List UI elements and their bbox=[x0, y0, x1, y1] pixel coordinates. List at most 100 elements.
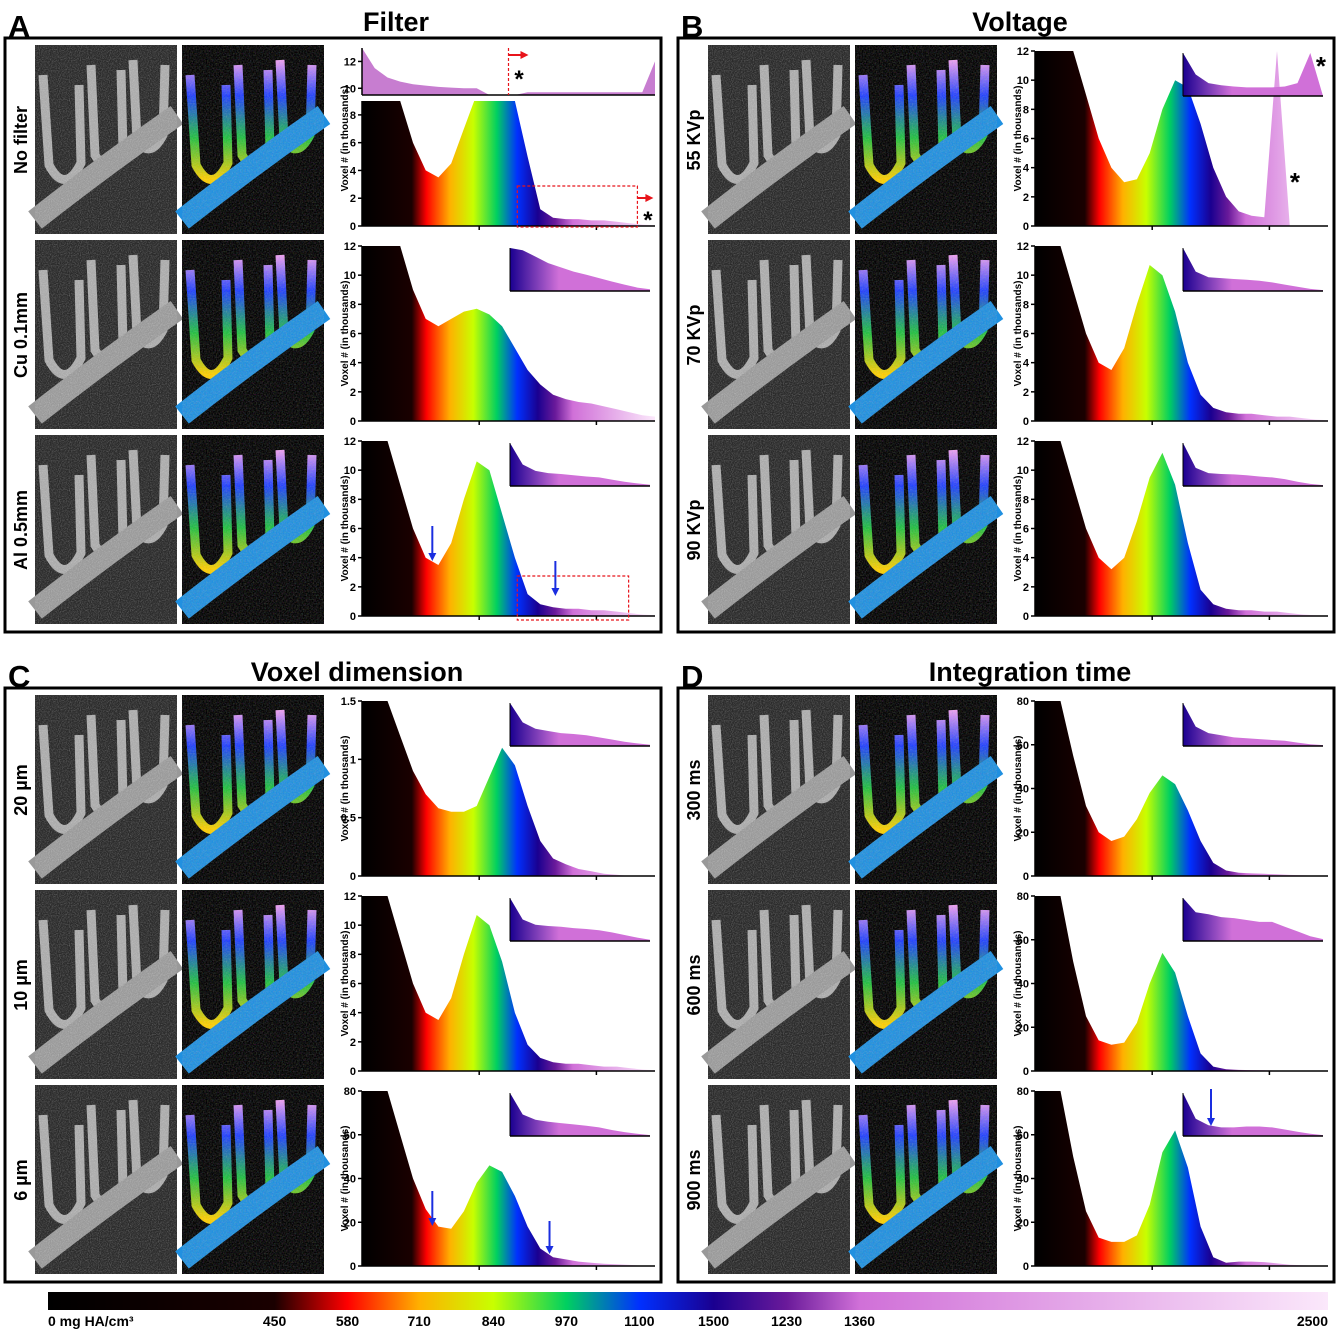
grayscale-image bbox=[35, 45, 177, 234]
y-tick-label: 0 bbox=[1023, 611, 1029, 623]
grayscale-image bbox=[708, 695, 850, 884]
inset-area bbox=[510, 1093, 650, 1136]
annotation: * bbox=[514, 66, 524, 93]
colormap-image bbox=[182, 1085, 324, 1274]
y-tick-label: 0 bbox=[1023, 871, 1029, 883]
image-noise bbox=[35, 45, 177, 234]
y-tick-label: 12 bbox=[1017, 436, 1029, 448]
colormap-image bbox=[855, 890, 997, 1079]
row-label: Al 0.5mm bbox=[11, 490, 31, 570]
grayscale-image bbox=[35, 435, 177, 624]
image-noise bbox=[855, 890, 997, 1079]
y-tick-label: 10 bbox=[344, 83, 356, 95]
row-label: 20 µm bbox=[11, 764, 31, 815]
image-noise bbox=[182, 1085, 324, 1274]
histogram-area bbox=[362, 1091, 655, 1266]
image-noise bbox=[855, 695, 997, 884]
y-tick-label: 80 bbox=[1017, 891, 1029, 903]
y-tick-label: 2 bbox=[350, 387, 356, 399]
histogram-area bbox=[1035, 441, 1328, 616]
inset-area bbox=[1183, 443, 1323, 486]
y-axis-label: Voxel # (in thousands) bbox=[340, 736, 351, 842]
inset-area bbox=[1183, 898, 1323, 941]
y-tick-label: 1.5 bbox=[341, 696, 356, 708]
colormap-image bbox=[182, 890, 324, 1079]
colormap-image bbox=[182, 45, 324, 234]
histogram-area bbox=[1035, 896, 1328, 1071]
image-noise bbox=[182, 695, 324, 884]
y-axis-label: Voxel # (in thousands) bbox=[340, 86, 351, 192]
figure: AFilterNo filter02468Voxel # (in thousan… bbox=[0, 0, 1337, 1333]
image-noise bbox=[708, 890, 850, 1079]
image-noise bbox=[855, 435, 997, 624]
y-tick-label: 2 bbox=[350, 582, 356, 594]
colorbar-label: 450 bbox=[263, 1313, 287, 1329]
histogram-area bbox=[362, 246, 655, 421]
y-tick-label: 2 bbox=[1023, 582, 1029, 594]
grayscale-image bbox=[708, 240, 850, 429]
histogram-area bbox=[1035, 701, 1328, 876]
y-tick-label: 0 bbox=[1023, 221, 1029, 233]
annotation-arrow-head bbox=[645, 194, 653, 202]
image-noise bbox=[708, 45, 850, 234]
row-label: Cu 0.1mm bbox=[11, 292, 31, 378]
colorbar bbox=[48, 1292, 1328, 1310]
colorbar-label: 1230 bbox=[771, 1313, 802, 1329]
grayscale-image bbox=[35, 890, 177, 1079]
colorbar-label: 710 bbox=[408, 1313, 432, 1329]
row-label: 55 KVp bbox=[684, 109, 704, 170]
colormap-image bbox=[182, 695, 324, 884]
y-tick-label: 2 bbox=[350, 1037, 356, 1049]
panel-title: Filter bbox=[363, 7, 430, 37]
row-label: 6 µm bbox=[11, 1159, 31, 1200]
annotation: * bbox=[1290, 167, 1301, 197]
y-tick-label: 2 bbox=[1023, 387, 1029, 399]
y-tick-label: 2 bbox=[350, 193, 356, 205]
colormap-image bbox=[855, 1085, 997, 1274]
colorbar-label: 1500 bbox=[698, 1313, 729, 1329]
y-tick-label: 80 bbox=[344, 1086, 356, 1098]
image-noise bbox=[855, 240, 997, 429]
grayscale-image bbox=[708, 435, 850, 624]
y-axis-label: Voxel # (in thousands) bbox=[340, 281, 351, 387]
y-tick-label: 10 bbox=[344, 270, 356, 282]
row-label: 10 µm bbox=[11, 959, 31, 1010]
image-noise bbox=[35, 890, 177, 1079]
image-noise bbox=[35, 1085, 177, 1274]
y-axis-label: Voxel # (in thousands) bbox=[340, 476, 351, 582]
row-label: 900 ms bbox=[684, 1149, 704, 1210]
image-noise bbox=[182, 890, 324, 1079]
annotation-arrow-head bbox=[546, 1246, 554, 1254]
y-tick-label: 0 bbox=[350, 1261, 356, 1273]
panel-letter: B bbox=[681, 9, 703, 44]
y-axis-label: Voxel # (in thousands) bbox=[1013, 736, 1024, 842]
row-label: 70 KVp bbox=[684, 304, 704, 365]
y-axis-label: Voxel # (in thousands) bbox=[1013, 86, 1024, 192]
image-noise bbox=[708, 240, 850, 429]
y-tick-label: 12 bbox=[344, 891, 356, 903]
y-tick-label: 12 bbox=[344, 56, 356, 68]
panel-letter: A bbox=[8, 9, 30, 44]
y-tick-label: 0 bbox=[350, 416, 356, 428]
colorbar-label: 970 bbox=[555, 1313, 579, 1329]
colorbar-label: 580 bbox=[336, 1313, 360, 1329]
image-noise bbox=[855, 45, 997, 234]
y-tick-label: 10 bbox=[1017, 75, 1029, 87]
image-noise bbox=[182, 45, 324, 234]
inset-area bbox=[1183, 248, 1323, 291]
grayscale-image bbox=[708, 45, 850, 234]
image-noise bbox=[708, 1085, 850, 1274]
row-label: 600 ms bbox=[684, 954, 704, 1015]
y-tick-label: 2 bbox=[1023, 192, 1029, 204]
y-tick-label: 0 bbox=[350, 611, 356, 623]
inset-area bbox=[1183, 703, 1323, 746]
y-axis-label: Voxel # (in thousands) bbox=[340, 1126, 351, 1232]
image-noise bbox=[708, 435, 850, 624]
y-tick-label: 80 bbox=[1017, 1086, 1029, 1098]
image-noise bbox=[182, 435, 324, 624]
image-noise bbox=[855, 1085, 997, 1274]
y-tick-label: 0 bbox=[350, 1066, 356, 1078]
panel-letter: C bbox=[8, 659, 30, 694]
y-tick-label: 0 bbox=[1023, 1261, 1029, 1273]
annotation-arrow-head bbox=[551, 588, 559, 596]
